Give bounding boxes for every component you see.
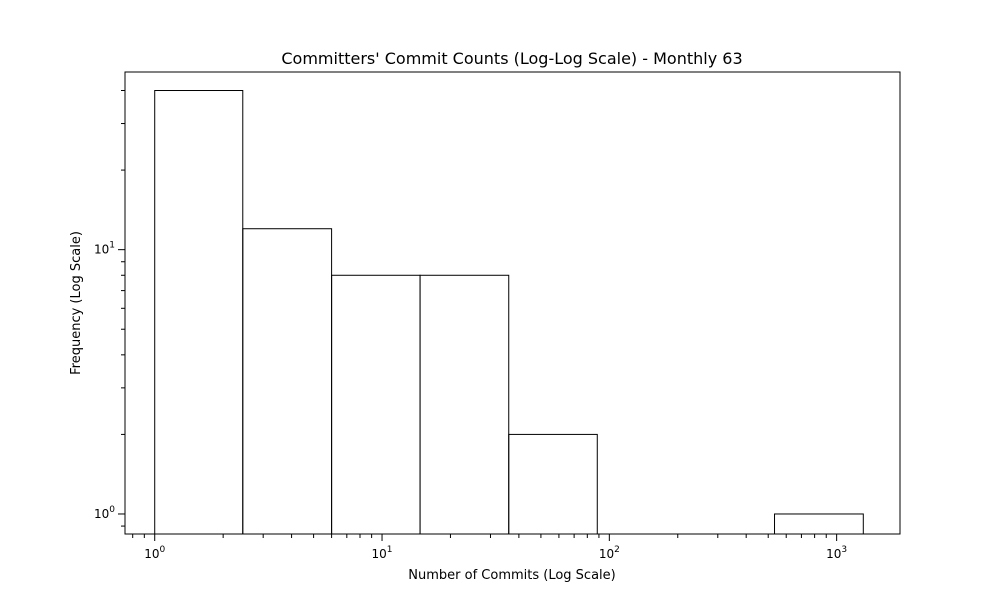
histogram-bar-4 <box>508 433 598 535</box>
histogram-bar-0 <box>154 90 244 535</box>
x-tick-label-1: 101 <box>372 545 393 561</box>
y-tick-label-1: 101 <box>94 241 115 257</box>
histogram-bar-3 <box>419 274 510 535</box>
histogram-bar-7 <box>774 513 864 535</box>
x-axis-ticks: 100 101 102 103 <box>132 534 847 561</box>
y-axis-label: Frequency (Log Scale) <box>69 231 84 375</box>
plot-area-frame <box>124 71 901 535</box>
bars-layer <box>154 90 864 535</box>
x-tick-label-0: 100 <box>144 545 165 561</box>
histogram-bar-2 <box>331 274 421 535</box>
chart-title: Committers' Commit Counts (Log-Log Scale… <box>281 49 742 68</box>
y-tick-label-0: 100 <box>94 505 115 521</box>
histogram-bar-1 <box>242 228 333 535</box>
x-tick-label-2: 102 <box>599 545 620 561</box>
y-axis-ticks: 100 101 <box>94 90 125 527</box>
x-tick-label-3: 103 <box>826 545 847 561</box>
x-axis-label: Number of Commits (Log Scale) <box>408 568 615 583</box>
